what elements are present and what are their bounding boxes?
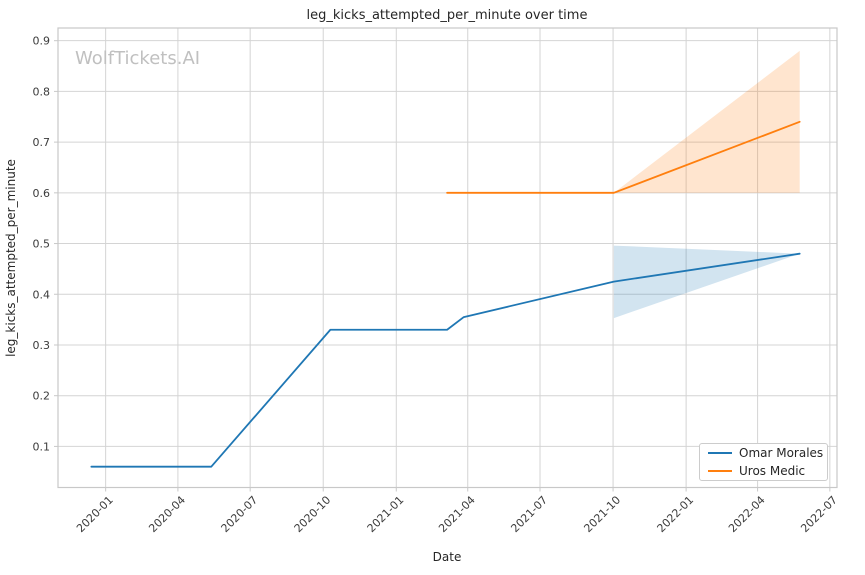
- y-tick-label: 0.9: [33, 35, 51, 48]
- line-omar-morales: [90, 252, 801, 468]
- x-tick-label: 2022-01: [655, 493, 697, 535]
- y-axis-label: leg_kicks_attempted_per_minute: [4, 159, 18, 357]
- y-tick-label: 0.5: [33, 238, 51, 251]
- x-tick-label: 2022-07: [798, 493, 840, 535]
- y-tick-label: 0.1: [33, 440, 51, 453]
- y-tick-labels: 0.1 0.2 0.3 0.4 0.5 0.6 0.7 0.8 0.9: [33, 35, 51, 454]
- plot-border: [57, 27, 838, 489]
- legend-item-omar-morales: Omar Morales: [708, 446, 823, 461]
- x-tick-label: 2021-10: [581, 493, 623, 535]
- watermark: WolfTickets.AI: [75, 48, 200, 69]
- y-tick-label: 0.7: [33, 136, 51, 149]
- x-tick-label: 2020-10: [292, 493, 334, 535]
- x-axis-label: Date: [433, 550, 462, 564]
- x-tick-label: 2020-07: [219, 493, 261, 535]
- confidence-bands: [613, 50, 800, 319]
- x-tick-label: 2020-04: [146, 493, 188, 535]
- confidence-band-omar-morales: [613, 245, 800, 319]
- legend-label-uros-medic: Uros Medic: [739, 463, 806, 478]
- legend: Omar Morales Uros Medic: [699, 443, 828, 481]
- y-tick-label: 0.2: [33, 390, 51, 403]
- y-tick-label: 0.6: [33, 187, 51, 200]
- legend-line-swatch-omar-morales: [708, 452, 732, 455]
- tick-marks: [54, 40, 831, 492]
- line-uros-medic: [446, 120, 801, 194]
- y-tick-label: 0.4: [33, 288, 51, 301]
- x-tick-label: 2020-01: [74, 493, 116, 535]
- y-tick-label: 0.3: [33, 339, 51, 352]
- x-tick-label: 2022-04: [726, 493, 768, 535]
- legend-line-swatch-uros-medic: [708, 469, 732, 472]
- y-tick-label: 0.8: [33, 85, 51, 98]
- series-lines: [90, 120, 801, 468]
- x-tick-labels: 2020-01 2020-04 2020-07 2020-10 2021-01 2021-…: [74, 493, 840, 535]
- confidence-band-uros-medic: [613, 50, 800, 193]
- x-tick-label: 2021-04: [436, 493, 478, 535]
- x-tick-label: 2021-01: [365, 493, 407, 535]
- legend-label-omar-morales: Omar Morales: [739, 446, 824, 461]
- legend-item-uros-medic: Uros Medic: [708, 464, 819, 479]
- chart-title: leg_kicks_attempted_per_minute over time: [307, 8, 588, 23]
- x-tick-label: 2021-07: [508, 493, 550, 535]
